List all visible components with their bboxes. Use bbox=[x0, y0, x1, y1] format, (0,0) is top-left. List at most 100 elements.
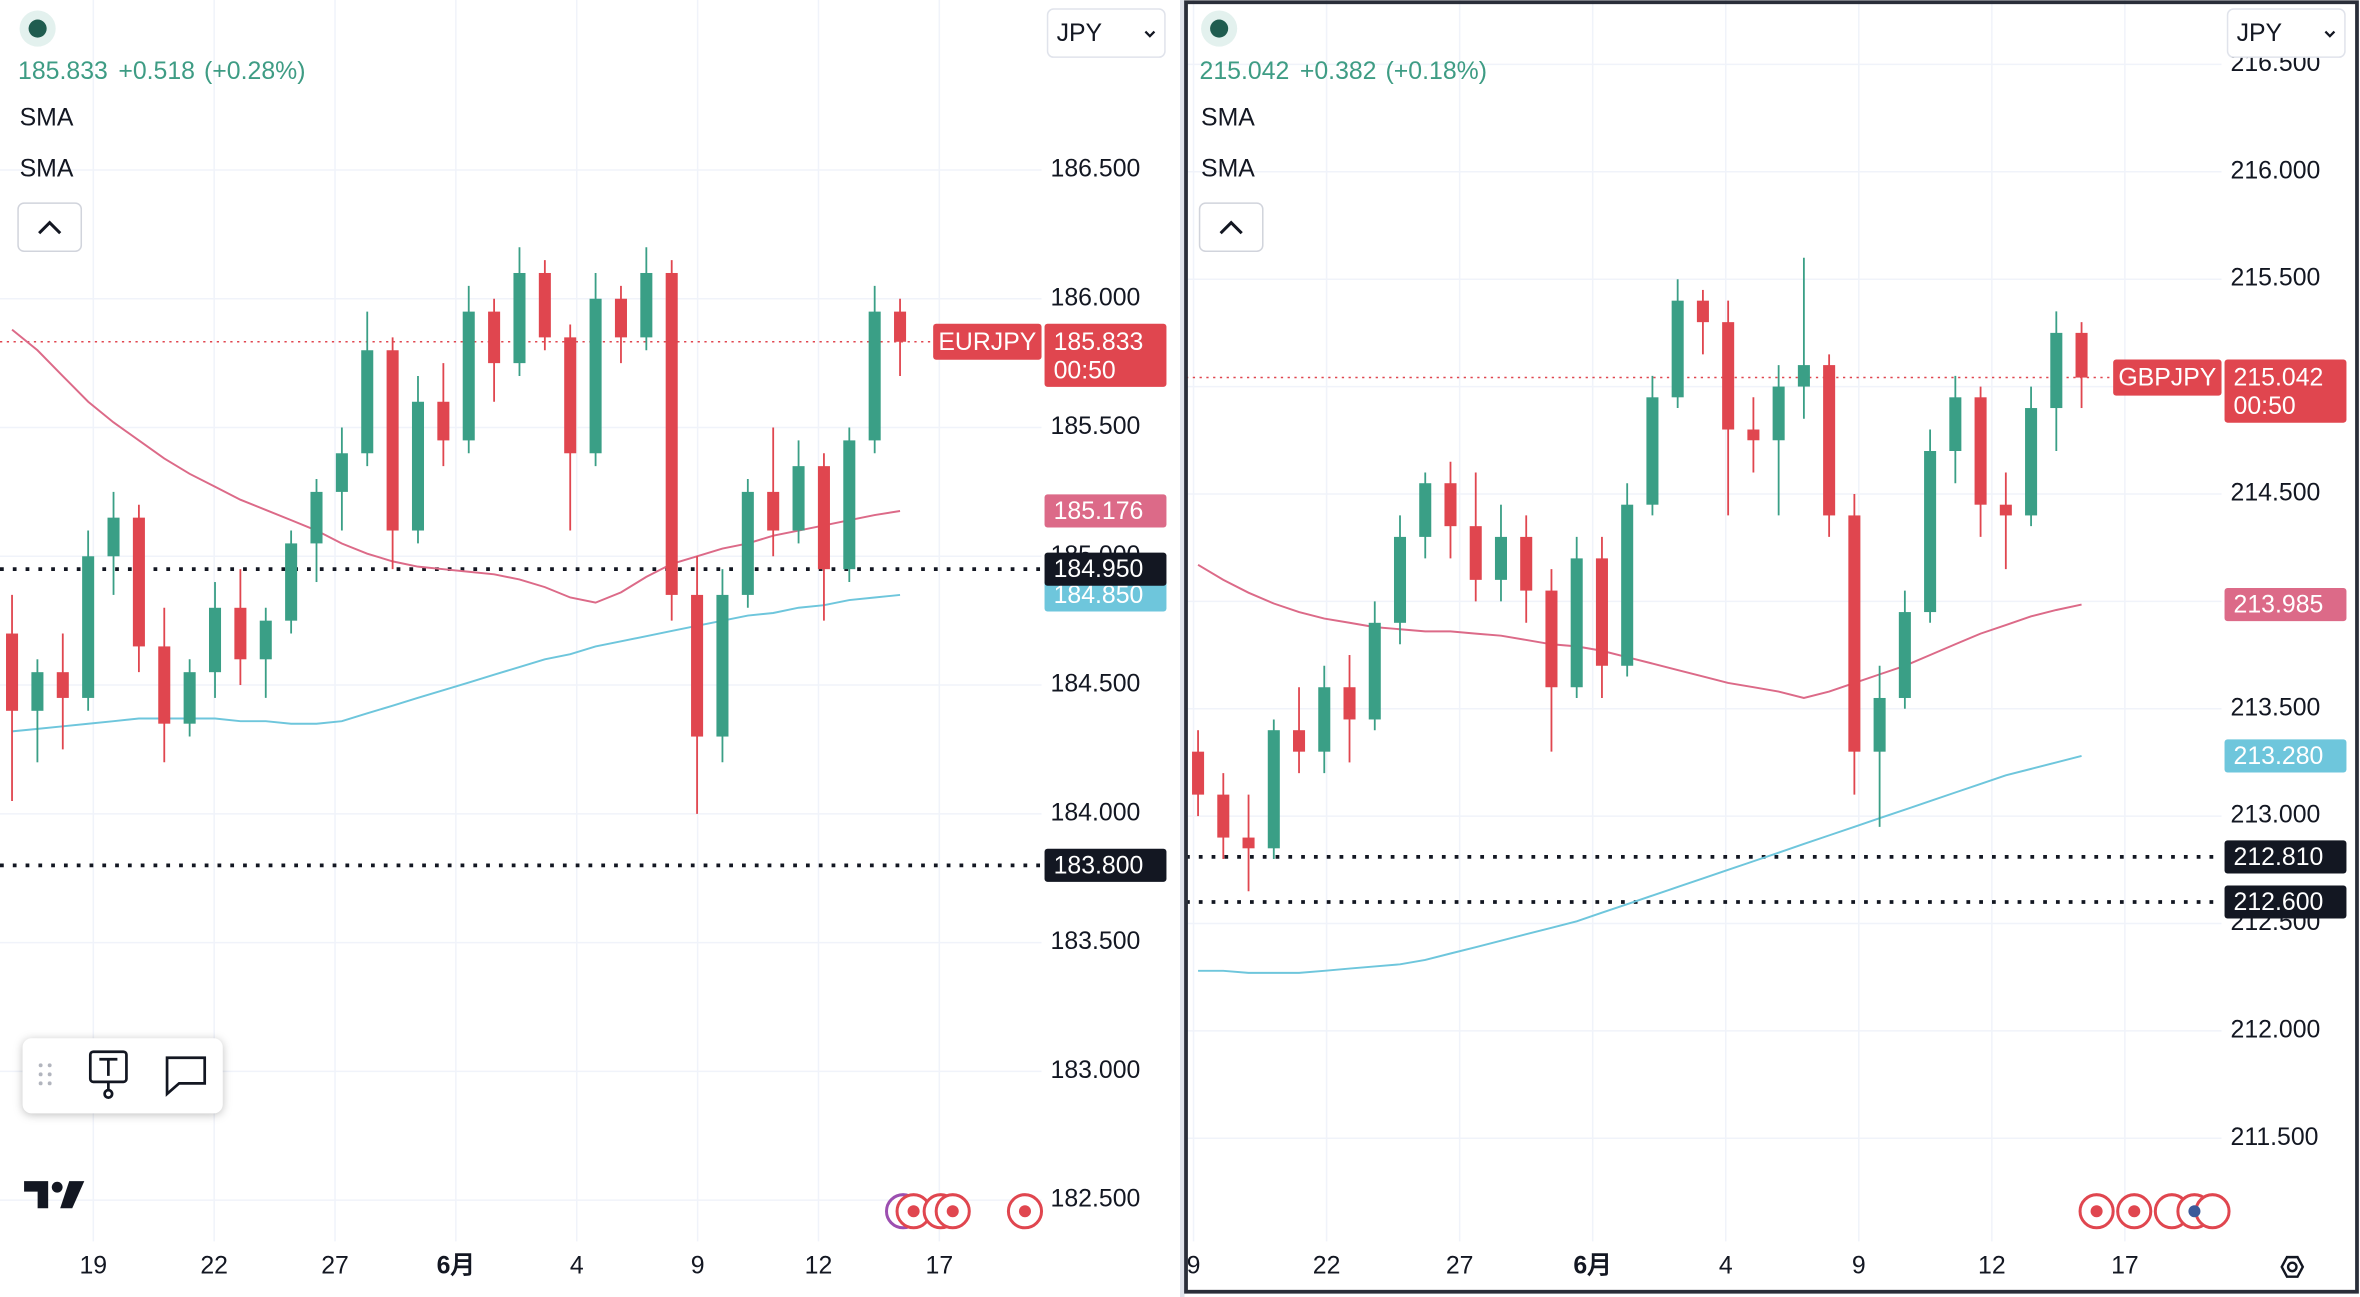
candle-body bbox=[1595, 558, 1608, 666]
indicator-label[interactable]: SMA bbox=[1201, 104, 1255, 131]
candle-body bbox=[1444, 483, 1457, 527]
y-tick-label: 182.500 bbox=[1051, 1186, 1141, 1213]
settings-icon[interactable] bbox=[2280, 1255, 2305, 1278]
candle-body bbox=[1747, 429, 1760, 441]
currency-label: JPY bbox=[2237, 20, 2283, 47]
candle-body bbox=[741, 491, 754, 595]
candle-body bbox=[589, 298, 602, 454]
candle-body bbox=[2075, 332, 2088, 378]
x-tick-label: 12 bbox=[1978, 1252, 2006, 1279]
quote-price: 215.042 bbox=[1200, 58, 1290, 85]
x-tick-label: 12 bbox=[805, 1252, 833, 1279]
x-tick-label: 17 bbox=[926, 1252, 954, 1279]
quote-change-pct: (+0.28%) bbox=[204, 58, 305, 85]
x-tick-label: 9 bbox=[1187, 1252, 1201, 1279]
countdown-label: 00:50 bbox=[1054, 357, 1116, 384]
collapse-button[interactable] bbox=[1198, 202, 1264, 253]
drag-handle[interactable] bbox=[38, 1063, 52, 1086]
indicator-label[interactable]: SMA bbox=[20, 156, 74, 183]
hline-price-badge bbox=[1044, 552, 1167, 586]
candle-body bbox=[1949, 397, 1962, 452]
candle-body bbox=[208, 607, 222, 673]
candle-body bbox=[488, 311, 501, 364]
candle-body bbox=[614, 298, 627, 338]
candle-body bbox=[1368, 622, 1381, 720]
candle-body bbox=[1469, 526, 1482, 580]
candle-body bbox=[183, 672, 196, 724]
candle-body bbox=[1419, 483, 1432, 537]
x-tick-label: 6月 bbox=[1573, 1252, 1612, 1279]
candle-body bbox=[1696, 300, 1709, 323]
comment-tool[interactable] bbox=[165, 1056, 207, 1097]
y-tick-label: 186.000 bbox=[1051, 284, 1141, 311]
y-tick-label: 212.000 bbox=[2231, 1016, 2321, 1043]
event-dots bbox=[907, 1205, 2201, 1218]
candle-body bbox=[462, 311, 475, 441]
y-tick-label: 184.000 bbox=[1051, 799, 1141, 826]
quote-change: +0.518 bbox=[118, 58, 195, 85]
x-tick-label: 6月 bbox=[437, 1252, 476, 1279]
sma-price-badge bbox=[2224, 739, 2347, 773]
sma-price-badge bbox=[1044, 494, 1167, 528]
collapse-button[interactable] bbox=[17, 202, 83, 253]
x-tick-label: 4 bbox=[1719, 1252, 1733, 1279]
x-tick-label: 22 bbox=[200, 1252, 228, 1279]
symbol-label: GBPJPY bbox=[2118, 365, 2216, 392]
hline-price-label: 184.950 bbox=[1054, 556, 1144, 583]
y-tick-label: 185.500 bbox=[1051, 413, 1141, 440]
candle-body bbox=[1823, 365, 1836, 516]
toolbar-background bbox=[22, 1038, 223, 1114]
dropdown-chevron bbox=[2324, 30, 2336, 38]
hline-price-badge bbox=[2224, 885, 2347, 919]
y-tick-label: 184.500 bbox=[1051, 671, 1141, 698]
candle-body bbox=[158, 646, 171, 724]
indicator-label[interactable]: SMA bbox=[1201, 156, 1255, 183]
indicator-label[interactable]: SMA bbox=[20, 104, 74, 131]
candle-body bbox=[1545, 590, 1558, 688]
candle-body bbox=[1621, 504, 1634, 666]
currency-dropdown[interactable] bbox=[2226, 8, 2346, 58]
currency-label: JPY bbox=[1057, 20, 1103, 47]
candle-body bbox=[1494, 536, 1507, 580]
candle-body bbox=[716, 594, 729, 737]
candle-body bbox=[56, 672, 69, 698]
candle-body bbox=[2050, 332, 2063, 409]
candle-body bbox=[1671, 300, 1684, 398]
candle-body bbox=[1898, 612, 1911, 698]
candle-body bbox=[437, 401, 450, 441]
quote-change-pct: (+0.18%) bbox=[1386, 58, 1487, 85]
hline-price-label: 183.800 bbox=[1054, 852, 1144, 879]
chevron-icon bbox=[38, 220, 62, 235]
quote: 185.833 +0.518 (+0.28%) bbox=[18, 58, 305, 85]
countdown-label: 00:50 bbox=[2234, 393, 2296, 420]
y-tick-label: 216.000 bbox=[2231, 157, 2321, 184]
currency-dropdown[interactable] bbox=[1046, 8, 1166, 58]
candle-body bbox=[1293, 730, 1306, 752]
y-tick-label: 213.000 bbox=[2231, 802, 2321, 829]
candle-body bbox=[640, 272, 653, 338]
x-tick-label: 22 bbox=[1313, 1252, 1341, 1279]
sma-price-label: 213.280 bbox=[2234, 743, 2324, 770]
y-tick-label: 213.500 bbox=[2231, 694, 2321, 721]
ui-layer bbox=[17, 0, 2359, 1297]
symbol-badge bbox=[933, 323, 1042, 360]
sma-price-label: 185.176 bbox=[1054, 498, 1144, 525]
candle-body bbox=[2025, 408, 2038, 516]
sma-price-badge bbox=[1044, 578, 1167, 612]
x-tick-label: 27 bbox=[321, 1252, 349, 1279]
sma-line bbox=[1198, 754, 2082, 974]
candle-body bbox=[132, 517, 145, 647]
candle-body bbox=[1570, 558, 1583, 688]
candle-body bbox=[234, 607, 247, 660]
candle-body bbox=[792, 466, 805, 531]
candle-body bbox=[335, 453, 348, 492]
candle-body bbox=[1343, 687, 1356, 720]
hline-price-label: 212.810 bbox=[2234, 844, 2324, 871]
hline-price-badge bbox=[1044, 848, 1167, 882]
text-tool[interactable] bbox=[88, 1050, 128, 1099]
candle-body bbox=[1924, 451, 1937, 613]
candle-body bbox=[1873, 697, 1886, 752]
candle-body bbox=[1393, 536, 1407, 623]
